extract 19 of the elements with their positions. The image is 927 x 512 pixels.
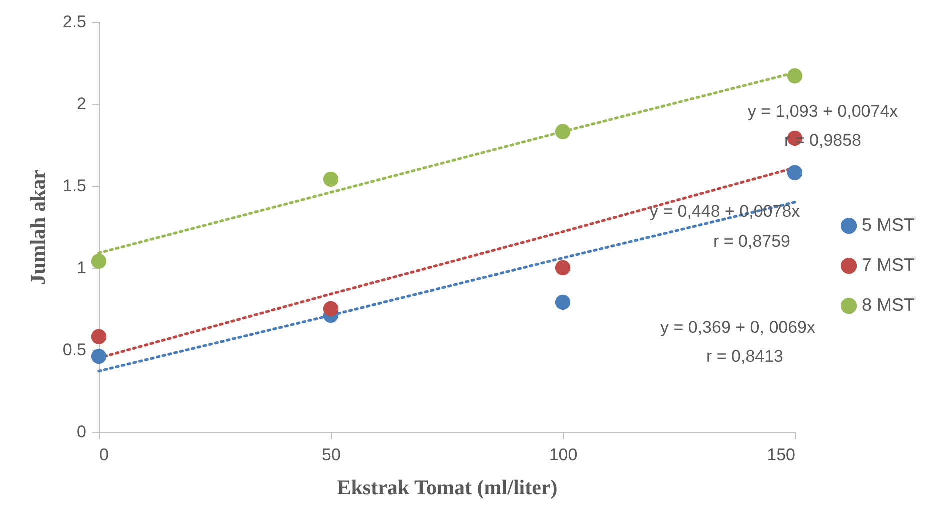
y-tick-label: 2.5 [62, 12, 86, 32]
y-tick-label: 2 [77, 94, 86, 114]
y-tick-label: 0.5 [62, 340, 86, 360]
annotation: y = 0,369 + 0, 0069x [660, 318, 816, 337]
annotation: r = 0,8759 [713, 232, 791, 251]
x-tick-label: 50 [322, 446, 341, 464]
x-tick-label: 100 [549, 446, 578, 464]
x-tick-label: 150 [767, 446, 796, 464]
y-axis-title: Jumlah akar [26, 170, 50, 285]
legend-label: 8 MST [862, 295, 916, 315]
legend-label: 7 MST [862, 255, 916, 275]
x-axis-title: Ekstrak Tomat (ml/liter) [337, 476, 558, 500]
y-tick-label: 1 [77, 258, 86, 278]
legend-label: 5 MST [862, 215, 916, 235]
y-tick-label: 1.5 [62, 176, 86, 196]
annotation: y = 1,093 + 0,0074x [748, 102, 899, 121]
annotation: r = 0,8413 [706, 347, 784, 366]
y-tick-label: 0 [77, 422, 86, 442]
x-tick-label: 0 [100, 446, 109, 464]
